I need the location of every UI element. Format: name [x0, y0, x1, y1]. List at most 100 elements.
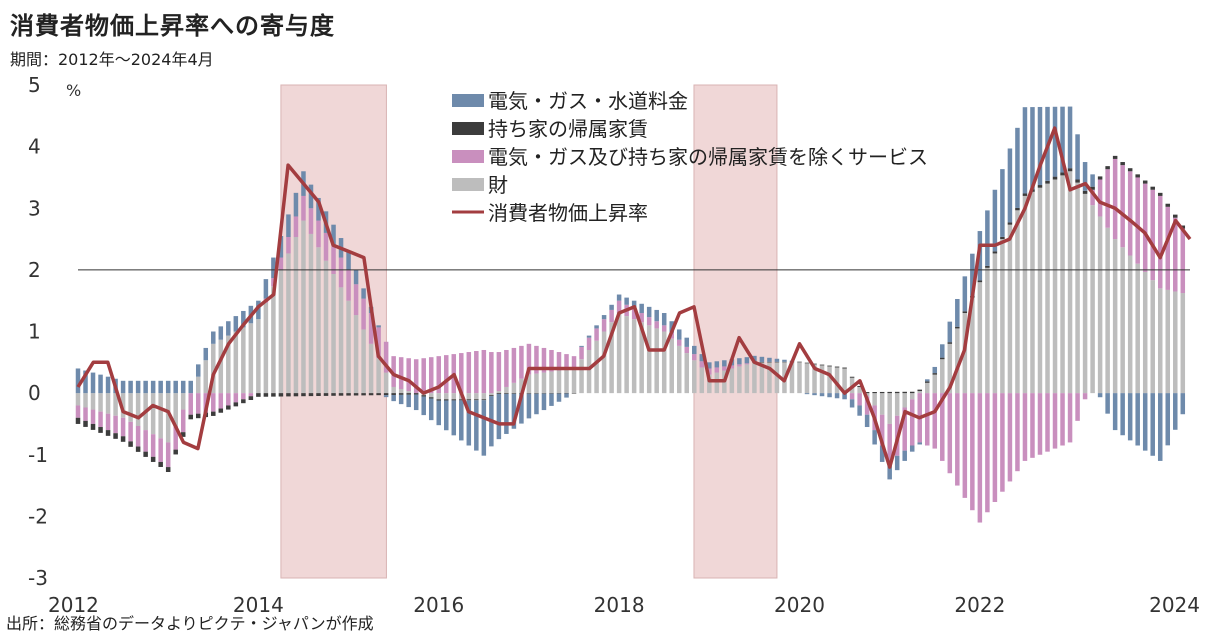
- legend-swatch: [452, 150, 484, 163]
- bar-owner_rent: [1097, 176, 1103, 180]
- bar-owner_rent: [444, 399, 449, 401]
- bar-goods: [925, 382, 930, 394]
- bar-utilities: [947, 321, 953, 343]
- bar-services: [1022, 393, 1028, 461]
- bar-utilities: [661, 313, 667, 326]
- bar-services: [368, 313, 374, 344]
- bar-owner_rent: [353, 393, 359, 396]
- bar-utilities: [737, 358, 742, 365]
- bar-goods: [985, 267, 990, 394]
- bar-goods: [601, 331, 607, 394]
- bar-owner_rent: [925, 381, 930, 383]
- bar-goods: [669, 338, 674, 394]
- bar-owner_rent: [1112, 155, 1118, 159]
- bar-utilities: [413, 394, 419, 411]
- bar-services: [707, 368, 712, 375]
- bar-owner_rent: [451, 399, 457, 401]
- bar-goods: [98, 393, 103, 412]
- bar-services: [684, 346, 690, 354]
- bar-owner_rent: [564, 393, 569, 394]
- legend: 電気・ガス・水道料金持ち家の帰属家賃電気・ガス及び持ち家の帰属家賃を除くサービス…: [452, 89, 928, 225]
- bar-utilities: [631, 300, 637, 309]
- bar-services: [1135, 177, 1140, 264]
- legend-label: 財: [488, 173, 508, 197]
- bar-goods: [406, 391, 411, 394]
- bar-services: [534, 345, 539, 374]
- bar-utilities: [1142, 393, 1148, 451]
- bar-owner_rent: [1120, 162, 1125, 166]
- bar-services: [75, 405, 81, 418]
- bar-owner_rent: [902, 391, 907, 394]
- y-axis-ticks: 5 4 3 2 1 0 -1 -2 -3: [28, 73, 48, 590]
- bar-goods: [353, 315, 359, 394]
- bar-utilities: [894, 455, 900, 471]
- bar-utilities: [601, 315, 607, 320]
- bar-utilities: [361, 288, 366, 299]
- bar-services: [985, 393, 990, 513]
- y-tick-label: 0: [28, 381, 41, 405]
- bar-goods: [857, 386, 862, 394]
- bar-utilities: [195, 364, 201, 377]
- bar-goods: [256, 319, 261, 394]
- bar-services: [1045, 393, 1050, 452]
- bar-goods: [83, 393, 88, 408]
- bar-services: [992, 393, 998, 502]
- bar-goods: [932, 374, 938, 394]
- bar-owner_rent: [180, 432, 186, 437]
- bar-owner_rent: [819, 364, 825, 366]
- bar-utilities: [616, 294, 622, 301]
- bar-services: [173, 425, 178, 450]
- bar-services: [857, 393, 862, 406]
- bar-services: [616, 300, 622, 314]
- bar-owner_rent: [849, 376, 855, 378]
- bar-owner_rent: [1015, 207, 1020, 211]
- bar-utilities: [75, 368, 81, 394]
- bar-utilities: [256, 300, 261, 320]
- bar-goods: [496, 391, 502, 394]
- shaded-period-1: [693, 84, 778, 579]
- bar-goods: [872, 393, 877, 406]
- bar-utilities: [549, 393, 554, 406]
- bar-utilities: [646, 306, 652, 318]
- bar-owner_rent: [1105, 166, 1110, 170]
- bar-owner_rent: [346, 393, 351, 396]
- x-tick-label: 2016: [413, 593, 464, 617]
- x-axis-ticks: 2012 2014 2016 2018 2020 2022 2024: [48, 593, 1200, 617]
- bar-goods: [534, 373, 539, 394]
- bar-services: [940, 393, 945, 461]
- bar-services: [902, 407, 907, 451]
- bar-services: [211, 393, 216, 412]
- bar-goods: [609, 322, 614, 394]
- bar-services: [308, 208, 314, 234]
- bar-owner_rent: [173, 449, 178, 455]
- bar-services: [692, 354, 697, 361]
- bar-owner_rent: [1082, 190, 1088, 194]
- bar-utilities: [819, 393, 825, 397]
- bar-services: [504, 349, 509, 387]
- bar-services: [1142, 183, 1148, 272]
- bar-services: [1052, 393, 1058, 449]
- bar-utilities: [1112, 393, 1118, 431]
- bar-goods: [203, 360, 209, 394]
- bar-utilities: [1120, 393, 1125, 436]
- bar-utilities: [767, 357, 772, 362]
- bar-services: [286, 237, 291, 254]
- bar-services: [226, 393, 231, 406]
- bar-goods: [654, 328, 659, 394]
- bar-goods: [1112, 239, 1118, 394]
- bar-services: [1082, 393, 1088, 400]
- bar-utilities: [594, 325, 599, 329]
- bar-services: [90, 409, 96, 424]
- bar-services: [519, 345, 524, 379]
- bar-goods: [128, 393, 133, 422]
- bar-goods: [113, 393, 118, 416]
- bar-services: [346, 269, 351, 301]
- bar-goods: [842, 368, 847, 394]
- bar-utilities: [534, 393, 539, 415]
- bar-owner_rent: [98, 427, 103, 433]
- bar-utilities: [541, 393, 547, 411]
- bar-services: [594, 328, 599, 341]
- bar-utilities: [1105, 393, 1110, 414]
- bar-services: [932, 393, 938, 449]
- bar-utilities: [474, 400, 479, 451]
